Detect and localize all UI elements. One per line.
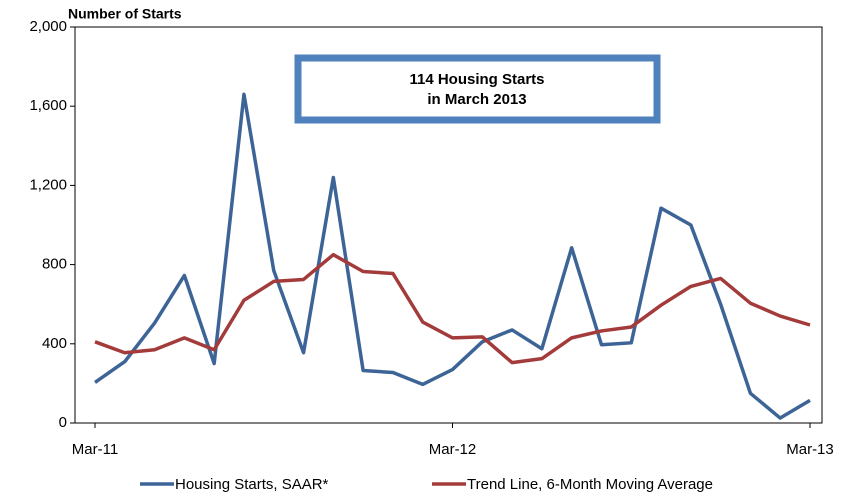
legend-label: Housing Starts, SAAR* <box>175 476 329 493</box>
axis-title: Number of Starts <box>68 6 182 22</box>
legend-label: Trend Line, 6-Month Moving Average <box>467 476 713 493</box>
line-series <box>94 252 811 365</box>
annotation: in March 2013 <box>427 91 526 108</box>
line-series <box>93 92 811 420</box>
x-tick-label: Mar-13 <box>786 441 834 458</box>
y-tick-label: 0 <box>59 414 67 431</box>
y-tick-label: 1,600 <box>29 97 67 114</box>
annotation-box <box>294 54 661 124</box>
y-tick-label: 2,000 <box>29 18 67 35</box>
y-tick-label: 800 <box>42 256 67 273</box>
plot-area <box>74 26 823 424</box>
y-tick-label: 400 <box>42 335 67 352</box>
x-tick-label: Mar-11 <box>72 441 118 458</box>
x-tick-label: Mar-12 <box>429 441 477 458</box>
y-tick-label: 1,200 <box>29 176 67 193</box>
annotation: 114 Housing Starts <box>409 71 544 88</box>
